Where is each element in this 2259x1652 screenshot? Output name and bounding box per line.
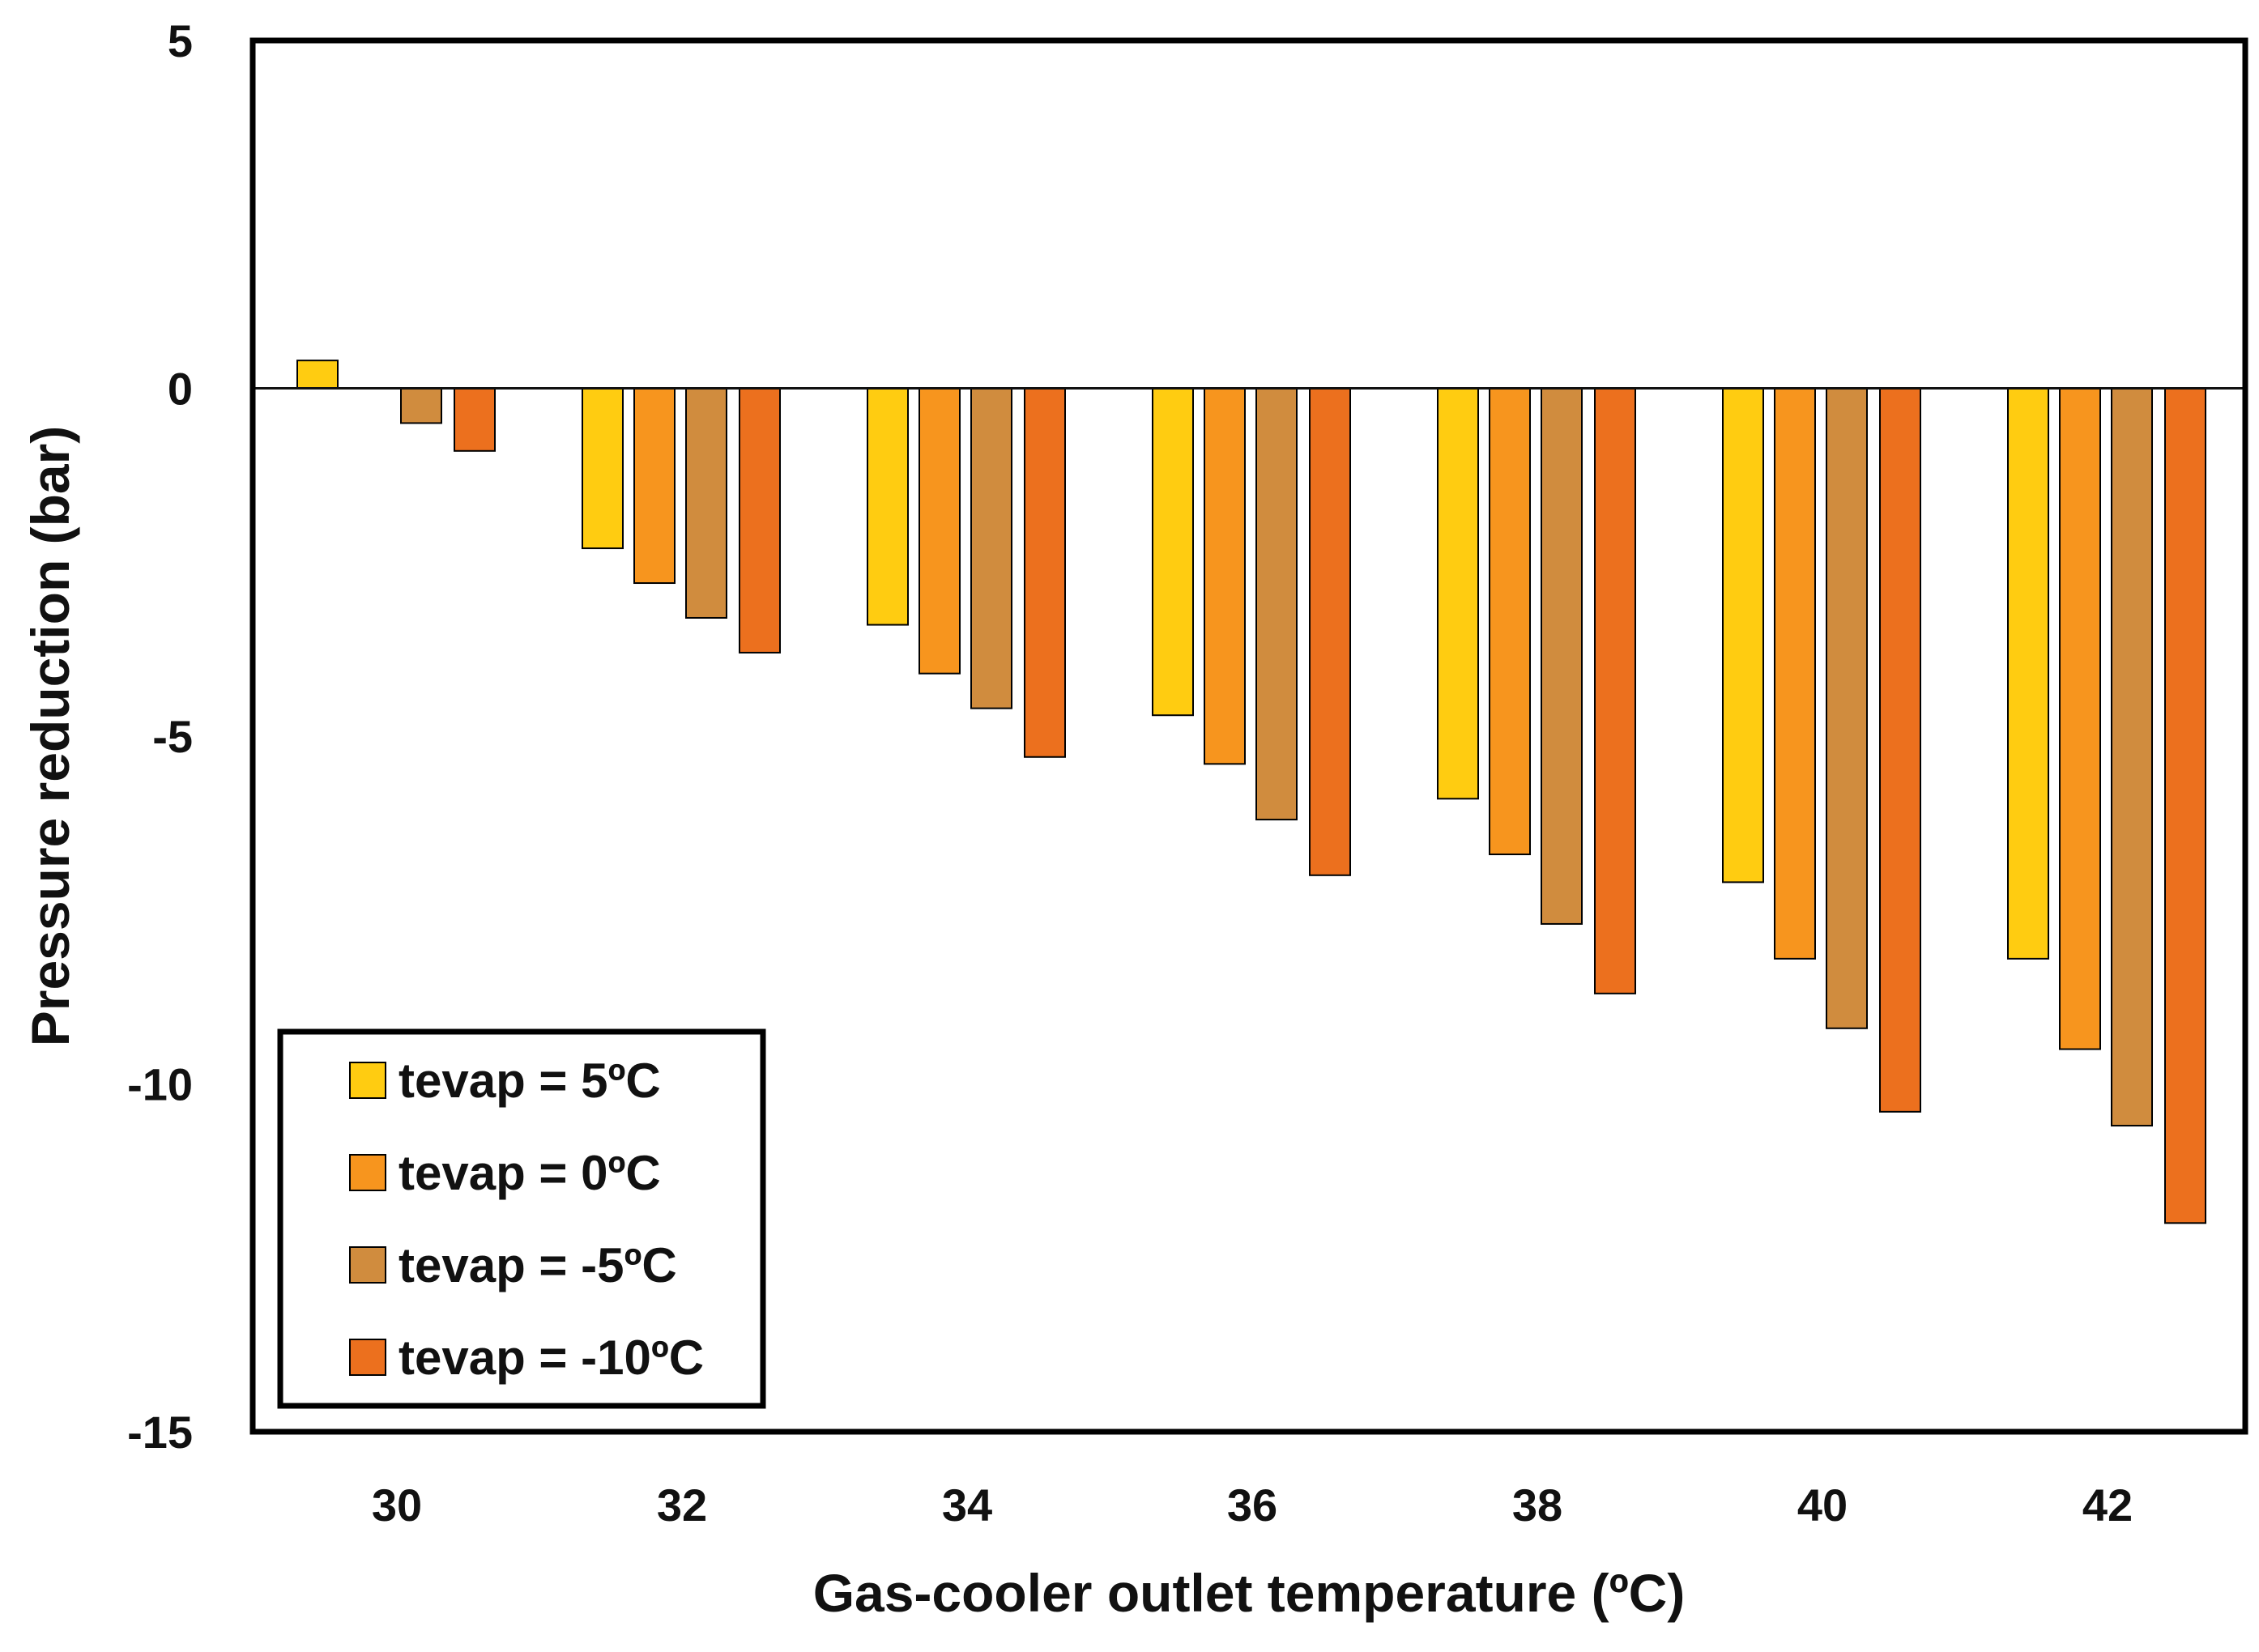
- y-tick-label: -15: [127, 1407, 193, 1458]
- bar: [867, 387, 909, 626]
- x-tick-label: 34: [942, 1480, 992, 1531]
- bar: [1541, 387, 1583, 925]
- y-tick-label: 5: [168, 15, 193, 66]
- bar: [2111, 387, 2153, 1127]
- bar: [1309, 387, 1351, 876]
- bar: [1774, 387, 1816, 960]
- legend-swatch: [349, 1154, 386, 1191]
- bar: [919, 387, 961, 675]
- bar: [454, 387, 496, 452]
- y-tick-label: -5: [152, 711, 193, 762]
- y-axis-title: Pressure reduction (bar): [20, 426, 80, 1047]
- bar: [1204, 387, 1246, 765]
- bar: [1437, 387, 1479, 800]
- x-tick-label: 40: [1797, 1480, 1848, 1531]
- x-tick-label: 32: [657, 1480, 707, 1531]
- bar: [1879, 387, 1921, 1113]
- bar: [1152, 387, 1194, 717]
- bar: [970, 387, 1012, 709]
- bar: [739, 387, 781, 654]
- legend: tevap = 5ºC tevap = 0ºC tevap = -5ºC tevap …: [277, 1028, 766, 1409]
- y-tick-label: -10: [127, 1059, 193, 1110]
- legend-swatch: [349, 1339, 386, 1376]
- bar: [2007, 387, 2049, 960]
- bar: [1722, 387, 1764, 883]
- bar: [1826, 387, 1868, 1029]
- plot-frame: [249, 37, 2248, 1435]
- x-tick-label: 42: [2082, 1480, 2133, 1531]
- bar: [1255, 387, 1298, 821]
- x-tick-labels: 30 32 34 36 38 40 42: [372, 1480, 2133, 1531]
- x-axis-title: Gas-cooler outlet temperature (ºC): [813, 1563, 1686, 1623]
- legend-items: tevap = 5ºC tevap = 0ºC tevap = -5ºC tevap …: [349, 1054, 704, 1385]
- x-tick-label: 38: [1512, 1480, 1562, 1531]
- bar: [400, 387, 442, 424]
- bar: [1024, 387, 1066, 758]
- bar: [2059, 387, 2101, 1050]
- bar: [685, 387, 727, 619]
- x-tick-label: 36: [1227, 1480, 1277, 1531]
- bars-layer: [296, 360, 2206, 1224]
- legend-label: tevap = -5ºC: [399, 1238, 677, 1292]
- bar: [1489, 387, 1531, 856]
- legend-swatch: [349, 1062, 386, 1099]
- y-tick-labels: 5 0 -5 -10 -15: [127, 15, 193, 1458]
- bar: [582, 387, 624, 550]
- y-tick-label: 0: [168, 364, 193, 415]
- legend-label: tevap = -10ºC: [399, 1331, 704, 1385]
- legend-label: tevap = 5ºC: [399, 1054, 661, 1108]
- bar: [2164, 387, 2206, 1224]
- legend-label: tevap = 0ºC: [399, 1146, 661, 1200]
- bar: [633, 387, 676, 585]
- bar: [296, 360, 339, 390]
- bar: [1594, 387, 1636, 994]
- legend-swatch: [349, 1246, 386, 1284]
- x-tick-label: 30: [372, 1480, 422, 1531]
